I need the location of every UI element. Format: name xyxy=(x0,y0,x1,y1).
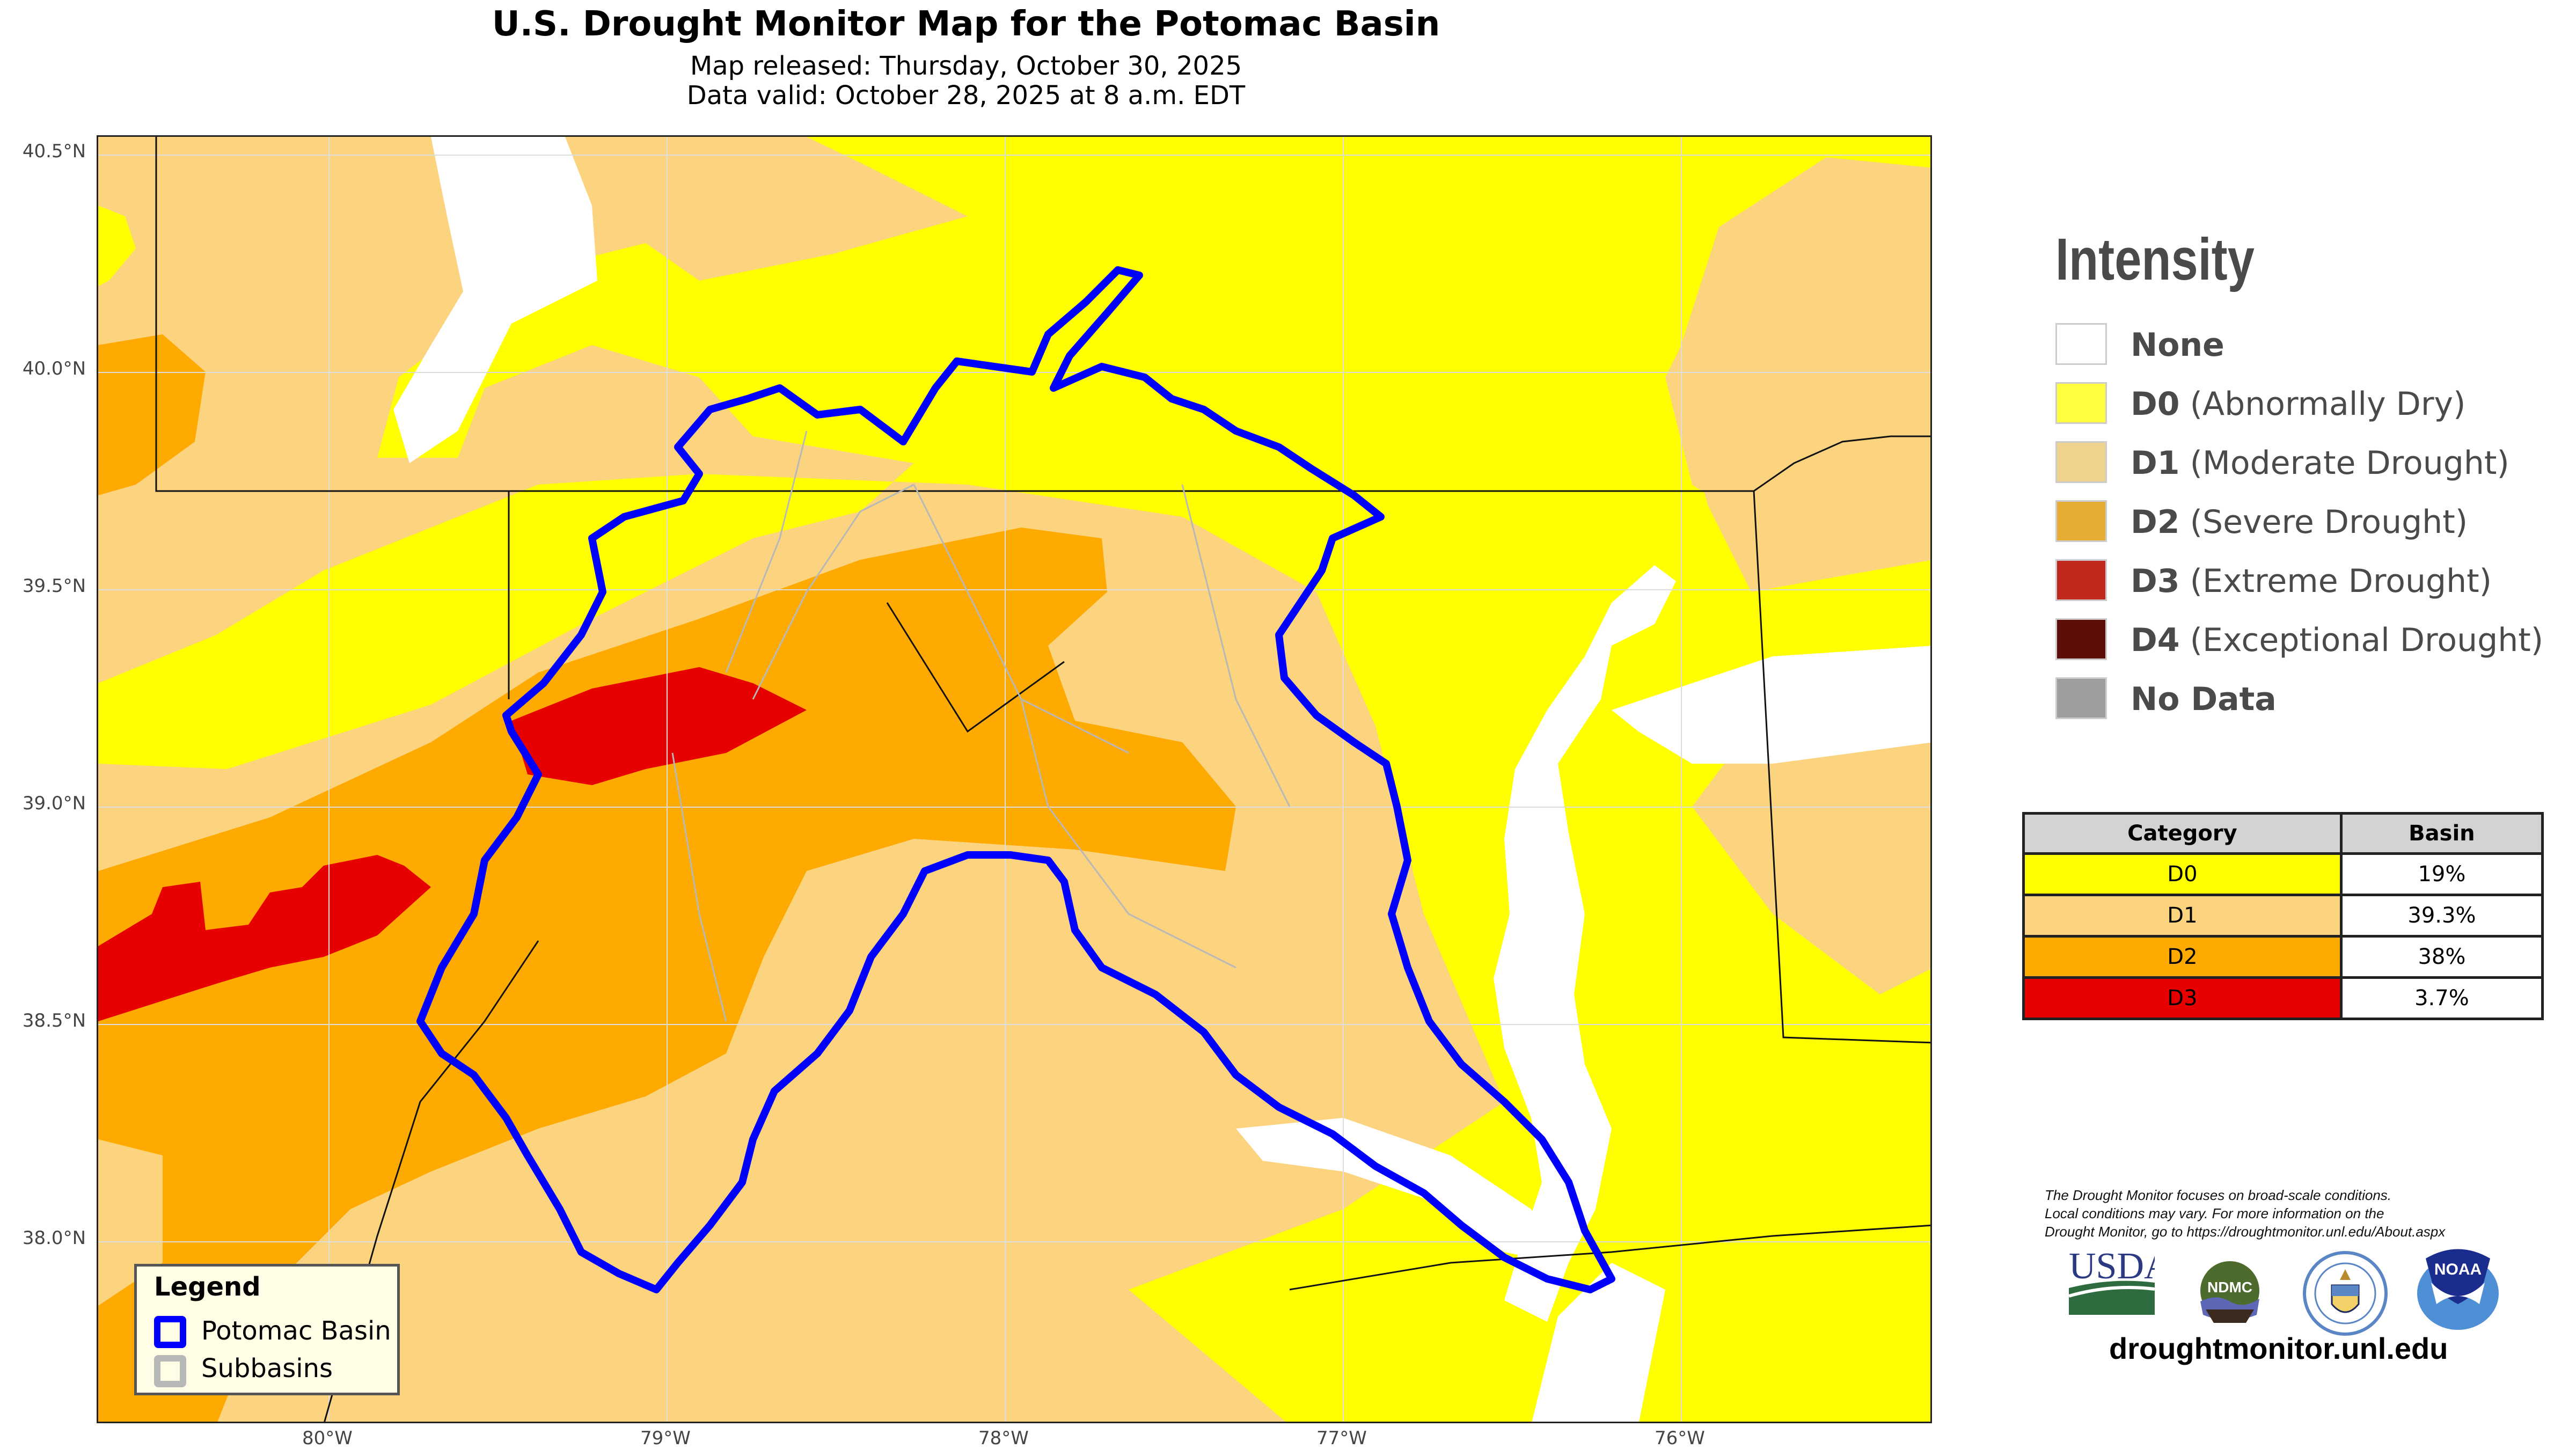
category-table: Category Basin D0 19% D1 39.3% D2 38% D3… xyxy=(2022,812,2544,1020)
intensity-code: D0 xyxy=(2131,385,2180,423)
drought-monitor-url[interactable]: droughtmonitor.unl.edu xyxy=(2109,1331,2448,1365)
map-title: U.S. Drought Monitor Map for the Potomac… xyxy=(492,4,1440,44)
table-row: D0 19% xyxy=(2022,852,2544,896)
lat-label: 38.5°N xyxy=(22,1010,86,1031)
lon-label: 80°W xyxy=(302,1428,353,1449)
commerce-seal-icon xyxy=(2302,1250,2388,1338)
none-region xyxy=(1532,1263,1665,1422)
d3-region xyxy=(98,855,431,1021)
map-legend-title: Legend xyxy=(154,1272,261,1302)
svg-text:NOAA: NOAA xyxy=(2434,1261,2482,1278)
category-cell: D3 xyxy=(2022,976,2343,1020)
basin-percent-cell: 38% xyxy=(2339,935,2544,979)
lat-label: 39.0°N xyxy=(22,793,86,814)
intensity-code: D4 xyxy=(2131,621,2180,659)
intensity-desc: (Severe Drought) xyxy=(2190,503,2468,541)
map-legend-label: Subbasins xyxy=(201,1353,333,1384)
intensity-code: No Data xyxy=(2131,680,2277,718)
d3-swatch-icon xyxy=(2055,559,2107,601)
d2-swatch-icon xyxy=(2055,500,2107,542)
data-valid-date: Data valid: October 28, 2025 at 8 a.m. E… xyxy=(686,80,1246,111)
basin-percent-cell: 39.3% xyxy=(2339,894,2544,938)
subbasins-swatch-icon xyxy=(154,1355,186,1387)
map-released-date: Map released: Thursday, October 30, 2025 xyxy=(690,51,1242,81)
none-swatch-icon xyxy=(2055,323,2107,365)
drought-map[interactable] xyxy=(97,135,1932,1423)
svg-text:NDMC: NDMC xyxy=(2207,1279,2252,1296)
intensity-code: D3 xyxy=(2131,562,2180,600)
category-cell: D1 xyxy=(2022,894,2343,938)
basin-percent-cell: 3.7% xyxy=(2339,976,2544,1020)
potomac-basin-outline xyxy=(416,266,1615,1293)
d0-region xyxy=(98,206,136,286)
d2-region xyxy=(98,334,206,495)
table-row: D3 3.7% xyxy=(2022,976,2544,1020)
d1-region xyxy=(1665,216,1930,538)
none-region xyxy=(393,137,597,463)
potomac-estuary xyxy=(1236,1118,1558,1263)
lat-label: 40.0°N xyxy=(22,358,86,379)
noaa-logo-icon: NOAA xyxy=(2415,1245,2501,1333)
lon-label: 77°W xyxy=(1316,1428,1367,1449)
d3-region xyxy=(511,667,807,785)
intensity-code: D2 xyxy=(2131,503,2180,541)
disclaimer: The Drought Monitor focuses on broad-sca… xyxy=(2045,1186,2445,1241)
intensity-desc: (Moderate Drought) xyxy=(2190,444,2509,482)
ndmc-logo-icon: NDMC xyxy=(2187,1250,2273,1338)
disclaimer-line: Local conditions may vary. For more info… xyxy=(2045,1205,2384,1221)
d0-region xyxy=(98,137,1930,1422)
intensity-code: None xyxy=(2131,326,2224,364)
map-legend: Legend Potomac Basin Subbasins xyxy=(134,1264,400,1395)
disclaimer-line[interactable]: Drought Monitor, go to https://droughtmo… xyxy=(2045,1224,2446,1240)
category-cell: D2 xyxy=(2022,935,2343,979)
category-cell: D0 xyxy=(2022,852,2343,896)
d0-swatch-icon xyxy=(2055,382,2107,424)
table-row: D1 39.3% xyxy=(2022,894,2544,938)
intensity-desc: (Exceptional Drought) xyxy=(2190,621,2544,659)
lat-label: 40.5°N xyxy=(22,141,86,162)
intensity-title: Intensity xyxy=(2055,226,2255,292)
none-region xyxy=(1612,646,1930,764)
d1-swatch-icon xyxy=(2055,441,2107,483)
map-legend-label: Potomac Basin xyxy=(201,1316,391,1346)
usda-logo-icon: USDA xyxy=(2068,1245,2171,1317)
lon-label: 78°W xyxy=(978,1428,1029,1449)
lon-label: 76°W xyxy=(1655,1428,1705,1449)
svg-text:USDA: USDA xyxy=(2069,1246,2155,1287)
intensity-desc: (Abnormally Dry) xyxy=(2190,385,2466,423)
lon-label: 79°W xyxy=(640,1428,691,1449)
no-data-swatch-icon xyxy=(2055,677,2107,719)
potomac-basin-swatch-icon xyxy=(154,1316,186,1348)
table-header-basin: Basin xyxy=(2339,812,2544,855)
intensity-desc: (Extreme Drought) xyxy=(2190,562,2492,600)
table-row: D2 38% xyxy=(2022,935,2544,979)
d4-swatch-icon xyxy=(2055,618,2107,660)
lat-label: 38.0°N xyxy=(22,1227,86,1249)
disclaimer-line: The Drought Monitor focuses on broad-sca… xyxy=(2045,1187,2392,1203)
lat-label: 39.5°N xyxy=(22,575,86,597)
basin-percent-cell: 19% xyxy=(2339,852,2544,896)
intensity-code: D1 xyxy=(2131,444,2180,482)
table-header-category: Category xyxy=(2022,812,2343,855)
